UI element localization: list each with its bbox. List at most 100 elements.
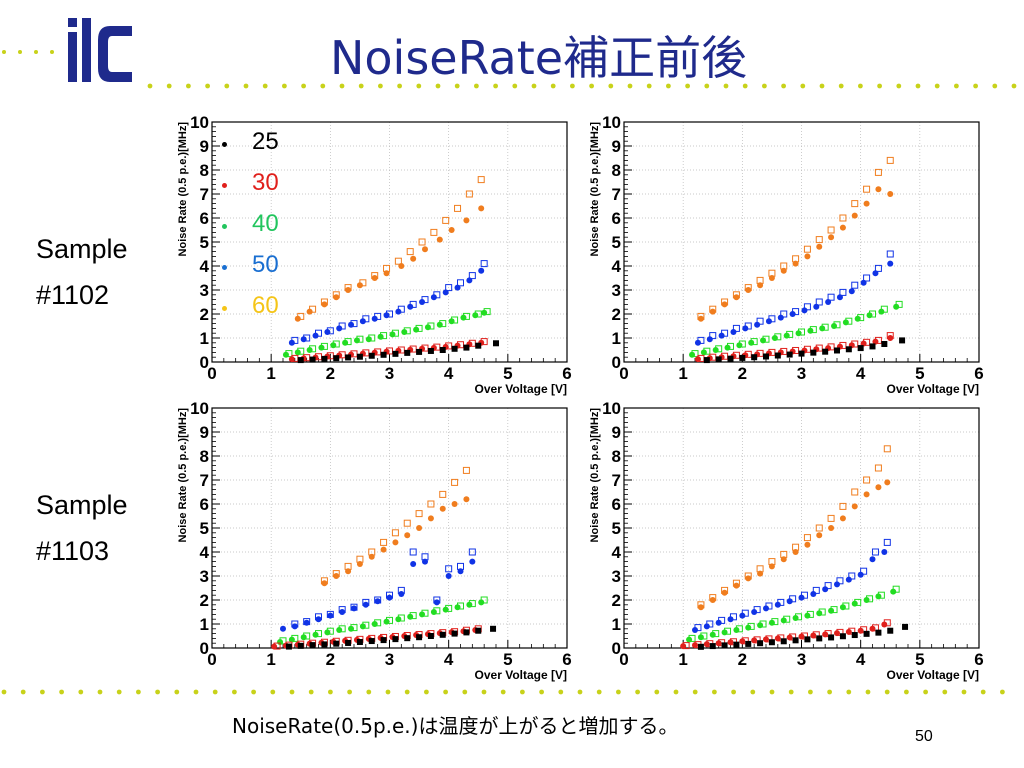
deco-dot [424,689,429,695]
data-point [706,336,713,343]
data-point [300,336,307,343]
data-point [756,317,764,325]
data-point [306,308,313,315]
data-point [324,629,331,636]
y-tick-label: 10 [602,113,621,132]
data-point [733,294,740,301]
deco-dot [174,689,180,695]
logo-stroke-i [68,32,77,82]
deco-dot [750,689,756,695]
data-point [457,568,464,575]
data-point [860,279,867,286]
deco-dot [282,83,287,89]
data-point [827,226,835,234]
deco-dot [608,83,614,89]
deco-dot [270,689,276,695]
x-tick-label: 5 [503,364,512,383]
y-tick-label: 0 [200,353,209,372]
data-point [697,643,704,650]
deco-dot [531,83,537,89]
data-point [697,315,704,322]
data-point [757,622,764,629]
y-tick-label: 2 [200,305,209,324]
data-point [418,238,426,246]
deco-dot [742,83,748,89]
data-point [819,325,826,332]
data-point [745,575,752,582]
data-point [878,308,885,315]
data-point [368,352,375,359]
data-point [463,629,470,636]
data-point [774,635,781,642]
data-point [780,617,787,624]
data-point [874,464,882,472]
deco-dot [155,689,161,695]
y-tick-label: 0 [200,639,209,658]
data-point [380,637,387,644]
deco-dot [136,689,141,695]
x-tick-label: 5 [915,650,924,669]
x-tick-label: 1 [266,650,275,669]
deco-dot [366,689,372,695]
data-point [815,524,823,532]
data-point [362,601,369,608]
data-point [881,341,888,347]
data-point [798,633,805,640]
scatter-plot-1103-before: 0 1 2 3 4 5 6 0 1 2 3 4 5 6 7 8 9 10 Over Voltage [V] Noise… [177,399,572,682]
data-point [884,479,891,486]
data-point [727,639,734,646]
data-point [715,640,722,647]
data-point [466,601,473,608]
sample-label-line: Sample [36,490,128,520]
page-number: 50 [915,728,933,745]
data-point [312,332,319,339]
y-tick-label: 6 [612,495,621,514]
data-point [798,594,805,601]
data-point [745,624,752,631]
data-point [419,299,426,305]
data-point [318,344,325,351]
y-tick-label: 6 [200,495,209,514]
deco-dot [186,83,191,89]
data-point [845,628,852,635]
deco-dot [954,83,959,89]
deco-dot [904,689,909,695]
y-tick-label: 10 [602,399,621,418]
data-point [365,336,372,343]
data-point [739,612,746,619]
deco-dot [635,689,640,695]
data-point [694,339,701,346]
deco-dot [289,689,295,695]
data-point [430,294,437,301]
deco-dot [788,689,794,695]
data-point [730,329,737,335]
data-point [721,301,728,308]
y-tick-label: 7 [200,471,209,490]
data-point [709,643,716,650]
data-point [795,330,802,337]
data-point [395,616,402,623]
data-point [875,593,882,600]
deco-dot [474,83,479,89]
data-point [448,227,455,233]
deco-dot [358,83,364,89]
data-point [839,604,846,611]
data-point [803,534,811,542]
data-point [831,323,838,329]
data-point [436,236,443,243]
data-point [804,253,811,260]
deco-dot [512,83,518,89]
data-point [380,538,388,546]
data-point [457,279,464,287]
data-point [353,337,360,344]
deco-dot [443,689,448,695]
legend-marker [222,142,227,147]
data-point [478,205,485,212]
sample-label-line: #1102 [36,280,110,310]
data-point [807,327,814,334]
data-point [451,630,458,637]
data-point [309,642,316,649]
deco-dot [435,83,441,89]
y-tick-label: 5 [200,233,209,252]
data-point [857,627,864,634]
